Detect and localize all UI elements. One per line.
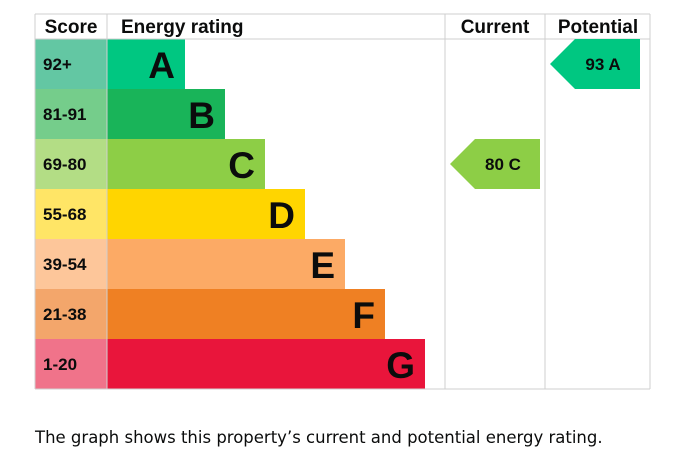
band-bar-a — [107, 39, 185, 89]
score-cell — [35, 89, 107, 139]
band-bar-c — [107, 139, 265, 189]
band-letter: A — [148, 45, 175, 86]
score-cell — [35, 189, 107, 239]
band-letter: E — [310, 245, 335, 286]
potential-arrow — [550, 39, 640, 89]
score-range: 81-91 — [43, 105, 86, 124]
band-letter: G — [386, 345, 415, 386]
header-current: Current — [461, 17, 530, 38]
band-bar-f — [107, 289, 385, 339]
score-range: 39-54 — [43, 255, 87, 274]
score-range: 21-38 — [43, 305, 86, 324]
score-range: 92+ — [43, 55, 72, 74]
band-bar-d — [107, 189, 305, 239]
header-score: Score — [45, 17, 98, 38]
band-bar-e — [107, 239, 345, 289]
band-bar-g — [107, 339, 425, 389]
header-energy-rating: Energy rating — [121, 17, 243, 38]
header-potential: Potential — [558, 17, 638, 38]
band-letter: B — [188, 95, 215, 136]
score-range: 55-68 — [43, 205, 86, 224]
score-cell — [35, 139, 107, 189]
band-bar-b — [107, 89, 225, 139]
current-arrow — [450, 139, 540, 189]
current-label: 80 C — [485, 155, 521, 174]
potential-label: 93 A — [585, 55, 620, 74]
score-cell — [35, 289, 107, 339]
band-letter: C — [228, 145, 255, 186]
score-cell — [35, 239, 107, 289]
band-letter: F — [352, 295, 375, 336]
epc-chart: 92+ A 81-91 B 69-80 C 55-68 D 39-54 E 21-38 F 1-20 G S… — [34, 13, 651, 390]
score-range: 1-20 — [43, 355, 77, 374]
chart-caption: The graph shows this property’s current … — [35, 428, 603, 447]
score-cell — [35, 39, 107, 89]
score-cell — [35, 339, 107, 389]
band-letter: D — [268, 195, 295, 236]
score-range: 69-80 — [43, 155, 86, 174]
